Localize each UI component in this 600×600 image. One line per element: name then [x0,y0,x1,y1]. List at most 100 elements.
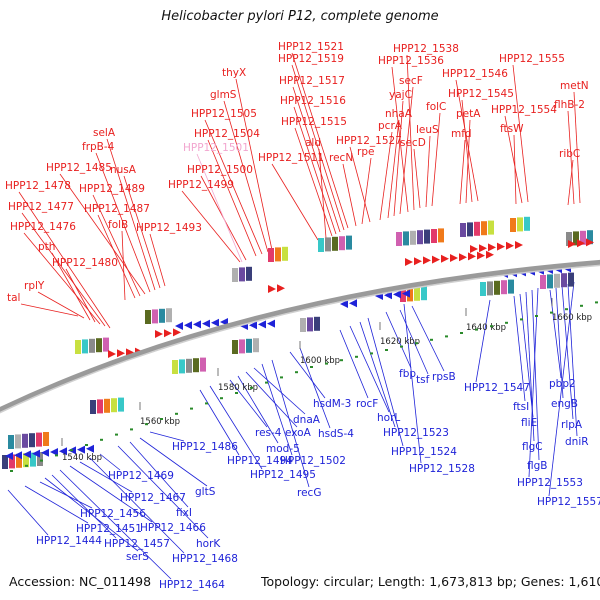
connector-hpp12-1489 [92,194,141,297]
connector-hork [117,445,209,539]
connector-dnir [567,283,578,437]
gene-label-hpp12-1528: HPP12_1528 [409,463,475,475]
gene-label-rpsb: rpsB [432,371,456,383]
connector-tal [20,303,79,317]
gene-label-hpp12-1493: HPP12_1493 [136,222,202,234]
track-marker [175,412,178,415]
kbp-tick-label: 1540 kbp [62,453,102,463]
connector-pcra [379,131,393,221]
connector-hpp12-1469 [99,453,121,471]
gene-label-glms: glmS [210,89,237,101]
gene-label-hpp12-1467: HPP12_1467 [120,492,186,504]
gene-label-thyx: thyX [222,67,246,79]
connector-hpp12-1485 [59,173,146,295]
gene-box [438,228,444,243]
gene-box [118,397,124,412]
gene-box [346,235,352,250]
connector-hpp12-1505 [204,119,263,255]
track-marker [190,407,193,410]
gene-label-hsdm-3: hsdM-3 [313,398,351,410]
gene-box [97,399,103,414]
connector-hpp12-1456 [39,481,93,509]
track-marker [100,438,103,441]
forward-arrow [459,253,467,262]
gene-label-flhb-2: flhB-2 [554,99,585,111]
track-marker [535,315,538,317]
gene-label-hpp12-1476: HPP12_1476 [10,221,76,233]
gene-label-dnaa: dnaA [293,414,321,426]
reverse-arrow [175,322,183,330]
gene-box [90,400,96,414]
gene-box [487,281,493,296]
connector-fbp [385,311,412,369]
track-marker [220,397,223,400]
gene-box [554,273,560,288]
gene-box [232,268,238,282]
gene-box [8,435,14,449]
kbp-tick-label: 1580 kbp [218,383,258,393]
reverse-arrow [23,450,31,459]
gene-label-ribc: ribC [559,148,580,160]
track-marker [160,418,163,420]
forward-arrow [414,257,422,266]
gene-label-hpp12-1524: HPP12_1524 [391,446,457,458]
gene-label-hpp12-1480: HPP12_1480 [52,257,118,269]
gene-box [2,455,8,469]
forward-arrow [432,255,440,264]
connector-hpp12-1468 [89,457,185,554]
forward-arrow [486,250,494,259]
connector-hpp12-1547 [475,299,491,383]
gene-label-nusa: nusA [110,164,137,176]
reverse-gene-labels: HPP12_1444HPP12_1451HPP12_1456serSHPP12_… [36,368,600,591]
reverse-arrow [402,289,410,298]
gene-label-pth: pth [38,241,55,253]
genome-summary-text: Topology: circular; Length: 1,673,813 bp… [261,574,600,589]
connector-rocf [339,329,369,399]
connector-hpp12-1502 [261,363,293,456]
gene-box [524,216,530,231]
gene-label-metn: metN [560,80,589,92]
kbp-tick-label: 1620 kbp [380,337,420,347]
kbp-tick-label: 1640 kbp [466,323,506,333]
gene-label-tsf: tsf [416,374,430,386]
track-marker [25,464,28,467]
gene-label-hpp12-1521: HPP12_1521 [278,41,344,53]
gene-box [547,274,553,289]
track-marker [490,325,493,328]
gene-label-hpp12-1477: HPP12_1477 [8,201,74,213]
gene-label-hpp12-1502: HPP12_1502 [280,455,346,467]
gene-label-hpp12-1494: HPP12_1494 [227,455,293,467]
gene-box [431,229,437,243]
gene-label-hpp12-1555: HPP12_1555 [499,53,565,65]
track-marker [235,392,238,394]
gene-box [481,221,487,236]
forward-arrow [108,350,116,358]
gene-box [172,360,178,374]
track-marker [385,349,388,351]
connector-hpp12-1487 [97,214,136,299]
gene-box [561,273,567,288]
track-marker [280,376,283,379]
gene-label-horl: horL [377,412,400,424]
connector-hpp12-1478 [18,191,111,329]
gene-label-hpp12-1451: HPP12_1451 [76,523,142,535]
forward-arrow [268,285,276,293]
connector-ribc [567,159,574,206]
reverse-arrow [193,320,201,329]
gene-label-glts: gltS [195,486,216,498]
forward-arrow [515,241,523,249]
gene-label-rlpa: rlpA [561,419,583,431]
reverse-arrow [50,448,58,456]
connector-folb [121,230,126,301]
reverse-arrow [349,299,357,308]
connector-hpp12-1457 [51,474,117,539]
gene-label-hpp12-1547: HPP12_1547 [464,382,530,394]
reverse-arrow [211,318,219,327]
gene-label-hpp12-1538: HPP12_1538 [393,43,459,55]
gene-label-secd: secD [400,137,426,149]
gene-label-hpp12-1545: HPP12_1545 [448,88,514,100]
gene-box [587,230,593,245]
gene-label-hpp12-1468: HPP12_1468 [172,553,238,565]
track-marker [70,449,73,452]
